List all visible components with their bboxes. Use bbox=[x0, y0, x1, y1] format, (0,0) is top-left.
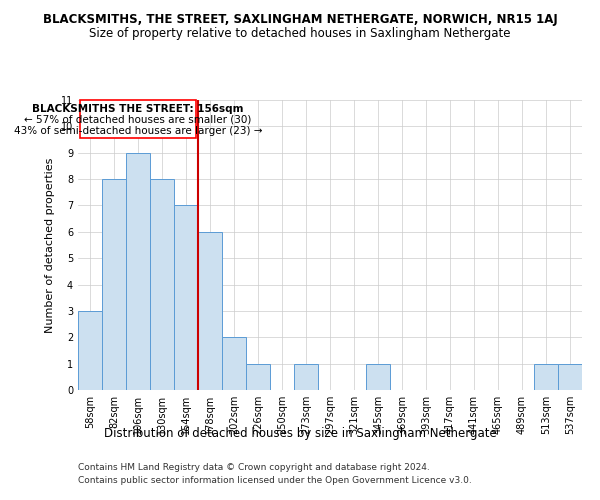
Text: Contains HM Land Registry data © Crown copyright and database right 2024.: Contains HM Land Registry data © Crown c… bbox=[78, 464, 430, 472]
Text: 43% of semi-detached houses are larger (23) →: 43% of semi-detached houses are larger (… bbox=[14, 126, 262, 136]
Bar bbox=[246, 364, 270, 390]
Text: BLACKSMITHS THE STREET: 156sqm: BLACKSMITHS THE STREET: 156sqm bbox=[32, 104, 244, 114]
Bar bbox=[198, 232, 222, 390]
Bar bbox=[80, 100, 196, 138]
Text: Size of property relative to detached houses in Saxlingham Nethergate: Size of property relative to detached ho… bbox=[89, 28, 511, 40]
Text: BLACKSMITHS, THE STREET, SAXLINGHAM NETHERGATE, NORWICH, NR15 1AJ: BLACKSMITHS, THE STREET, SAXLINGHAM NETH… bbox=[43, 12, 557, 26]
Bar bbox=[366, 364, 390, 390]
Bar bbox=[174, 206, 198, 390]
Text: Contains public sector information licensed under the Open Government Licence v3: Contains public sector information licen… bbox=[78, 476, 472, 485]
Bar bbox=[222, 338, 246, 390]
Text: Distribution of detached houses by size in Saxlingham Nethergate: Distribution of detached houses by size … bbox=[104, 428, 496, 440]
Y-axis label: Number of detached properties: Number of detached properties bbox=[46, 158, 55, 332]
Bar bbox=[126, 152, 150, 390]
Bar bbox=[534, 364, 558, 390]
Bar bbox=[78, 311, 102, 390]
Bar bbox=[558, 364, 582, 390]
Bar bbox=[102, 179, 126, 390]
Bar bbox=[150, 179, 174, 390]
Text: ← 57% of detached houses are smaller (30): ← 57% of detached houses are smaller (30… bbox=[25, 115, 251, 125]
Bar bbox=[294, 364, 318, 390]
